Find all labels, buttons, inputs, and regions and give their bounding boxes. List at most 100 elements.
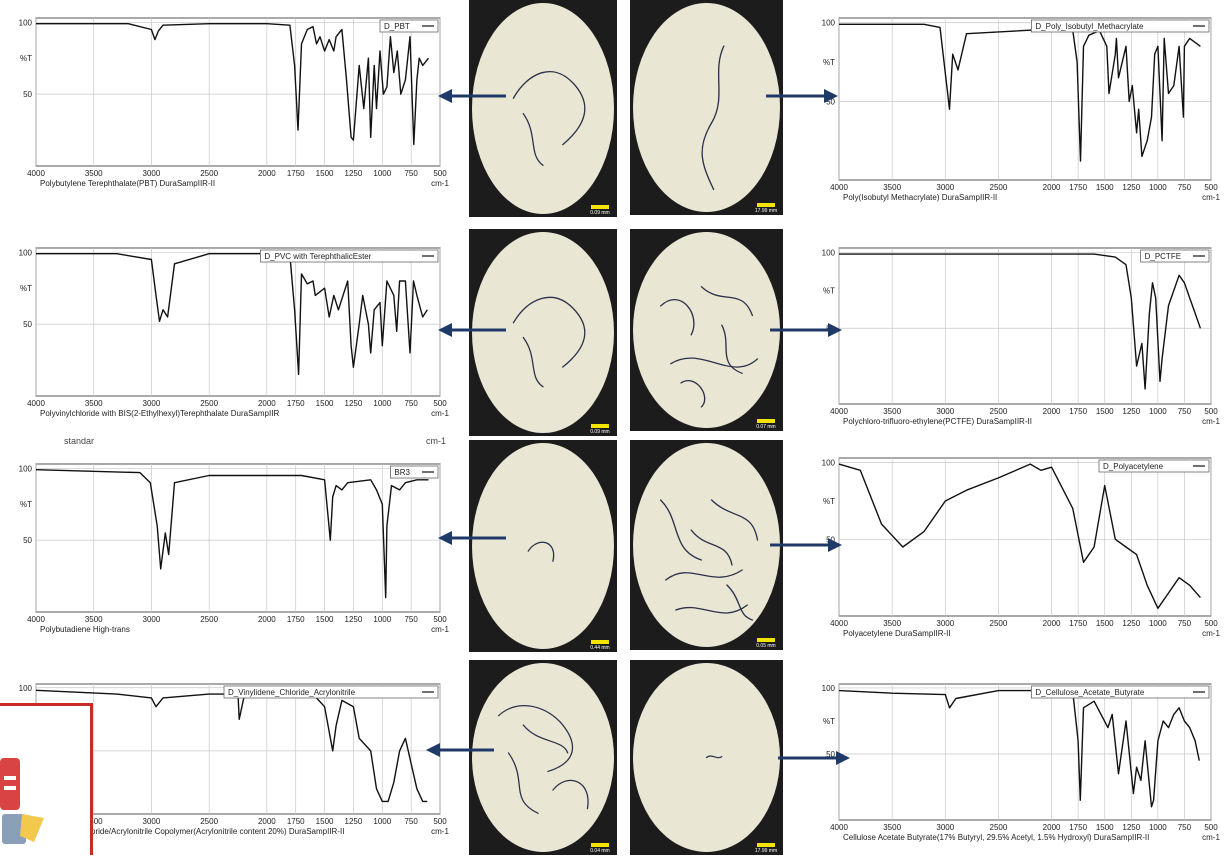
x-tick-label: 1500 — [1096, 823, 1114, 832]
legend-box — [1030, 19, 1210, 33]
y-tick-label: 50 — [23, 536, 32, 545]
x-tick-label: 1250 — [345, 399, 363, 408]
x-tick-label: 750 — [1178, 823, 1192, 832]
legend-label: D_PVC with TerephthalicEster — [264, 252, 371, 261]
micrograph-view: 0.04 mm — [472, 663, 614, 854]
scale-bar — [591, 424, 609, 428]
x-tick-label: 1000 — [1149, 619, 1167, 628]
x-tick-label: 3500 — [85, 399, 103, 408]
microfiber — [659, 299, 695, 336]
scale-bar-label: 0.44 mm — [590, 645, 609, 651]
spectrum-line — [839, 23, 1201, 162]
x-tick-label: 750 — [404, 399, 418, 408]
spectrum-caption: Polyacetylene DuraSampIIR-II — [843, 629, 951, 638]
plot-frame — [35, 17, 441, 167]
x-tick-label: 1000 — [1149, 183, 1167, 192]
y-tick-label: 100 — [822, 249, 836, 258]
x-tick-label: 1500 — [316, 399, 334, 408]
x-tick-label: 2500 — [200, 817, 218, 826]
x-unit-label: cm-1 — [1202, 629, 1220, 638]
y-tick-label: 100 — [822, 19, 836, 28]
x-tick-label: 1500 — [1096, 183, 1114, 192]
x-tick-label: 3000 — [936, 407, 954, 416]
x-tick-label: 500 — [433, 817, 447, 826]
x-tick-label: 3000 — [143, 615, 161, 624]
x-tick-label: 4000 — [830, 823, 848, 832]
x-unit-label: cm-1 — [431, 409, 449, 418]
spectrum-chart-vinylidene: 4000350030002500200017501500125010007505… — [19, 683, 449, 836]
microfiber — [721, 324, 743, 374]
micrograph-view: 0.09 mm — [472, 232, 614, 435]
x-tick-label: 1000 — [373, 817, 391, 826]
x-unit-label: cm-1 — [1202, 193, 1220, 202]
micrograph-view: 17.99 mm — [633, 663, 780, 854]
y-axis-label: %T — [20, 54, 32, 63]
legend-box — [1098, 459, 1210, 473]
micrograph-view: 0.05 mm — [633, 443, 780, 649]
spectrum-panel-polyacetylene: 4000 3500 3000 2500 2000 1750 1500 1250 1000 750 5… — [803, 446, 1231, 644]
x-tick-label: 2000 — [1043, 183, 1061, 192]
micrograph-view: 0.07 mm — [633, 232, 780, 430]
scale-bar — [591, 205, 609, 209]
y-tick-label: 50 — [23, 320, 32, 329]
x-tick-label: 2000 — [258, 169, 276, 178]
microfiber — [700, 286, 754, 317]
x-tick-label: 3500 — [883, 619, 901, 628]
legend-label: D_PCTFE — [1145, 252, 1181, 261]
x-tick-label: 1750 — [287, 615, 305, 624]
x-unit-label: cm-1 — [431, 179, 449, 188]
x-tick-label: 1500 — [316, 615, 334, 624]
scale-bar-label: 17.99 mm — [755, 848, 777, 854]
x-tick-label: 3000 — [936, 619, 954, 628]
x-tick-label: 750 — [404, 169, 418, 178]
x-tick-label: 3000 — [936, 183, 954, 192]
x-tick-label: 2000 — [258, 399, 276, 408]
x-tick-label: 500 — [1204, 619, 1218, 628]
legend-label: D_PBT — [384, 22, 410, 31]
microfiber — [522, 112, 544, 166]
x-tick-label: 750 — [404, 615, 418, 624]
app-icon-box[interactable] — [0, 703, 93, 855]
x-tick-label: 3500 — [85, 615, 103, 624]
micrograph-7: 0.04 mm — [469, 660, 617, 855]
micrograph-5: 0.44 mm — [469, 440, 617, 652]
spectrum-caption: Polybutylene Terephthalate(PBT) DuraSamp… — [40, 179, 215, 188]
arrow-left-row2 — [438, 323, 506, 337]
microfiber — [527, 541, 555, 562]
y-tick-label: 50 — [826, 97, 835, 106]
document-app-icon[interactable] — [0, 706, 90, 856]
microfiber — [701, 45, 725, 191]
microfiber — [690, 529, 733, 566]
x-tick-label: 1250 — [345, 817, 363, 826]
microscope-field — [472, 232, 614, 433]
x-tick-label: 1000 — [373, 399, 391, 408]
x-tick-label: 3500 — [85, 169, 103, 178]
micrograph-6: 0.05 mm — [630, 440, 783, 650]
micrograph-view: 0.09 mm — [472, 3, 614, 216]
x-tick-label: 4000 — [830, 183, 848, 192]
scale-bar-label: 0.09 mm — [590, 210, 609, 216]
spectrum-panel-br3: 4000 3500 3000 2500 2000 1750 1500 1250 1000 750 5… — [0, 452, 460, 640]
spectrum-chart-pvc: 4000 3500 3000 2500 2000 1750 1500 1250 1000 750 5… — [19, 247, 449, 418]
spectrum-line — [839, 253, 1202, 390]
microscope-field — [472, 3, 614, 214]
microfiber — [497, 705, 574, 773]
x-tick-label: 2000 — [1043, 823, 1061, 832]
x-tick-label: 3500 — [85, 817, 103, 826]
spectrum-line — [838, 689, 1200, 808]
x-tick-label: 2500 — [990, 823, 1008, 832]
spectrum-line — [35, 469, 429, 599]
spectrum-chart-br3: 4000 3500 3000 2500 2000 1750 1500 1250 1000 750 5… — [19, 463, 449, 634]
x-tick-label: 2000 — [1043, 619, 1061, 628]
x-tick-label: 3000 — [143, 817, 161, 826]
x-unit-label: cm-1 — [1202, 417, 1220, 426]
x-tick-label: 1000 — [1149, 407, 1167, 416]
y-tick-label: 100 — [19, 248, 33, 257]
spectrum-panel-cab: 4000 3500 3000 2500 2000 1750 1500 1250 1000 750 5… — [803, 672, 1231, 848]
x-tick-label: 1500 — [1096, 407, 1114, 416]
x-tick-label: 3500 — [883, 183, 901, 192]
x-tick-label: 3000 — [143, 399, 161, 408]
spectrum-caption: Polychloro-trifluoro-ethylene(PCTFE) Dur… — [843, 417, 1032, 426]
x-tick-label: 750 — [1178, 407, 1192, 416]
x-unit-label: cm-1 — [431, 625, 449, 634]
